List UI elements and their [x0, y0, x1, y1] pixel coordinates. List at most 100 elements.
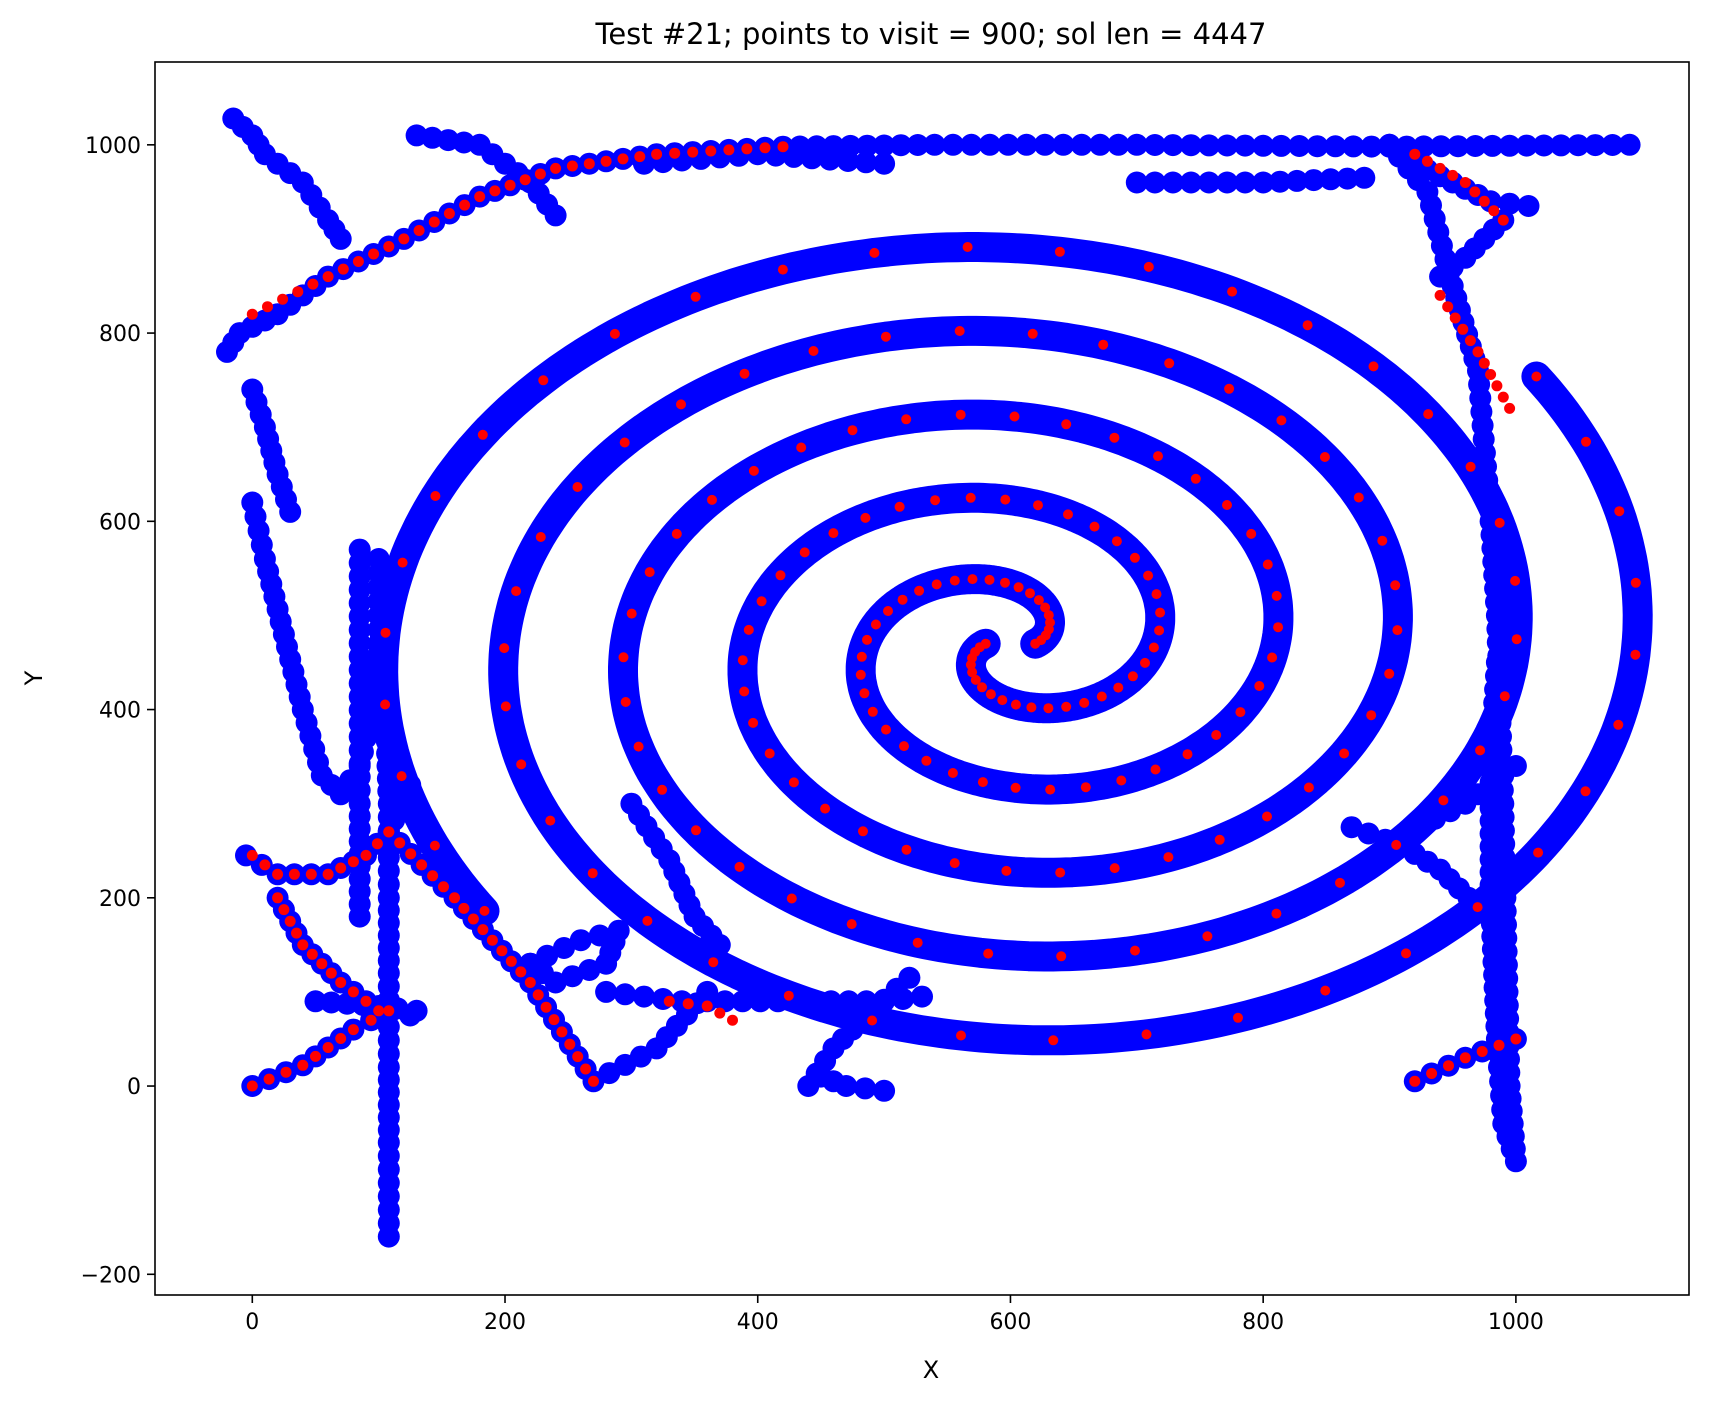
visited-point	[1469, 186, 1481, 198]
visited-point	[564, 1038, 576, 1050]
y-axis-title: Y	[20, 670, 48, 686]
spiral-visited-point	[500, 701, 511, 712]
spiral-visited-point	[1377, 535, 1388, 546]
route-point	[1353, 166, 1376, 189]
visited-point	[316, 958, 328, 970]
route-point	[856, 134, 879, 157]
visited-point	[572, 1051, 584, 1063]
spiral-visited-point	[1533, 847, 1544, 858]
spiral-visited-point	[739, 686, 750, 697]
route-point	[911, 985, 933, 1008]
route-point	[633, 985, 655, 1008]
x-tick-label: 600	[989, 1310, 1031, 1335]
spiral-visited-point	[1048, 1035, 1059, 1046]
route-point	[235, 844, 257, 867]
visited-point	[519, 174, 531, 186]
spiral-visited-point	[397, 557, 408, 568]
spiral-visited-point	[947, 768, 958, 778]
visited-point	[550, 162, 562, 174]
spiral-visited-point	[1233, 1012, 1243, 1023]
route-point	[1252, 171, 1275, 194]
route-point	[749, 990, 772, 1013]
visited-point	[297, 939, 309, 951]
spiral-visited-point	[1271, 590, 1282, 601]
route-point	[1198, 134, 1220, 157]
route-point	[837, 990, 860, 1013]
spiral-visited-point	[1010, 782, 1021, 793]
visited-point	[1442, 301, 1454, 313]
spiral-visited-point	[1384, 668, 1395, 679]
route-point	[405, 999, 428, 1022]
visited-point	[759, 142, 771, 154]
spiral-visited-point	[954, 326, 965, 336]
visited-point	[705, 145, 717, 157]
visited-point	[443, 208, 455, 219]
spiral-visited-point	[545, 815, 556, 826]
spiral-visited-point	[626, 608, 637, 619]
route-point	[1302, 169, 1325, 192]
spiral-visited-point	[572, 482, 583, 492]
route-point	[614, 983, 637, 1006]
visited-point	[477, 924, 489, 936]
route-point	[336, 992, 359, 1015]
spiral-visited-point	[930, 495, 941, 506]
visited-point	[322, 1042, 334, 1053]
visited-point	[337, 263, 349, 275]
spiral-visited-point	[1033, 595, 1044, 606]
spiral-visited-point	[380, 699, 391, 710]
spiral-visited-point	[796, 442, 807, 453]
spiral-visited-point	[997, 695, 1008, 706]
visited-point	[651, 148, 663, 160]
spiral-visited-point	[860, 512, 871, 523]
route-point	[1306, 135, 1329, 158]
spiral-visited-point	[1273, 622, 1284, 633]
visited-point	[458, 902, 470, 914]
spiral-visited-point	[707, 494, 717, 505]
x-tick-label: 0	[245, 1310, 259, 1335]
route-point	[569, 929, 592, 952]
route-point	[731, 990, 754, 1013]
visited-point	[534, 168, 546, 180]
y-tick-label: 1000	[85, 134, 141, 159]
spiral-visited-point	[970, 674, 981, 685]
visited-point	[723, 144, 735, 156]
visited-point	[1459, 1052, 1471, 1064]
spiral-visited-point	[897, 594, 908, 605]
visited-point	[291, 927, 302, 939]
y-tick-label: 400	[99, 699, 141, 724]
visited-point	[272, 868, 284, 880]
spiral-visited-point	[856, 651, 867, 662]
route-point	[279, 500, 302, 523]
visited-point	[383, 1005, 395, 1017]
spiral-visited-point	[1401, 948, 1411, 959]
spiral-visited-point	[430, 491, 441, 501]
spiral-visited-point	[777, 264, 788, 275]
visited-point	[1472, 346, 1484, 358]
visited-point	[371, 838, 383, 850]
visited-point	[246, 1080, 258, 1092]
route-point	[1618, 133, 1641, 156]
spiral-visited-point	[1391, 839, 1402, 850]
spiral-visited-point	[967, 667, 978, 678]
spiral-visited-point	[1302, 320, 1313, 331]
visited-point	[1497, 391, 1509, 403]
route-point	[1070, 133, 1093, 156]
visited-point	[259, 859, 271, 871]
visited-point	[1478, 357, 1490, 369]
route-point	[1360, 135, 1383, 158]
visited-point	[280, 1066, 292, 1078]
route-point	[320, 991, 343, 1014]
spiral-visited-point	[1129, 552, 1140, 563]
spiral-visited-point	[1211, 730, 1222, 740]
visited-point	[1434, 289, 1446, 301]
spiral-visited-point	[609, 328, 620, 339]
route-point	[767, 990, 789, 1013]
spiral-visited-point	[642, 915, 653, 926]
spiral-visited-point	[1224, 383, 1235, 394]
visited-point	[360, 995, 372, 1007]
route-point	[348, 905, 371, 928]
visited-point	[1478, 195, 1490, 207]
spiral-visited-point	[1630, 649, 1641, 660]
visited-point	[489, 185, 501, 197]
